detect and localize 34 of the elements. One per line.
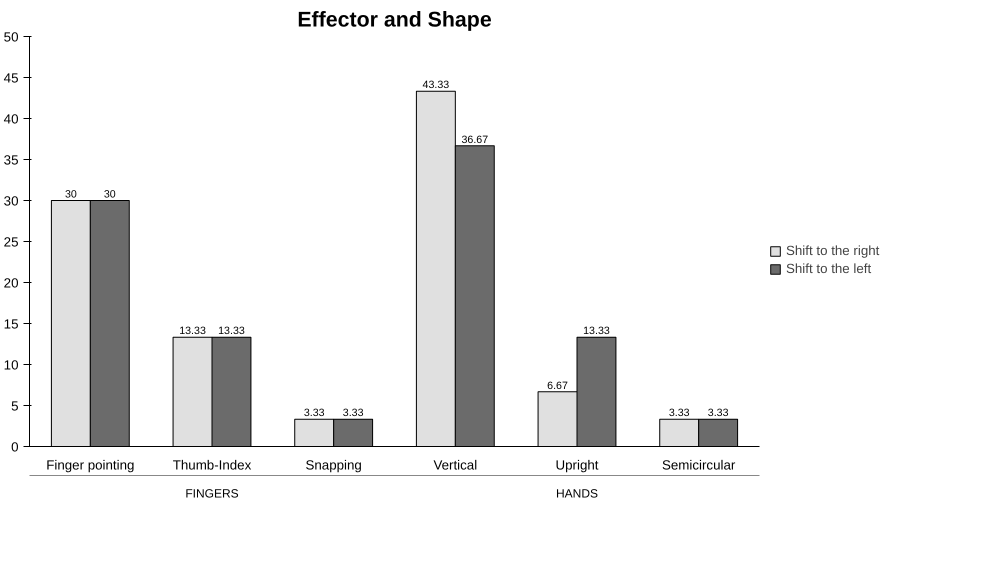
y-tick-label: 35	[4, 152, 19, 168]
x-tick-label: Snapping	[306, 458, 362, 472]
y-tick-label: 25	[4, 234, 19, 250]
data-label: 13.33	[583, 325, 610, 338]
data-label: 13.33	[218, 325, 245, 338]
x-tick-label: Upright	[556, 458, 599, 472]
chart-title: Effector and Shape	[297, 8, 492, 32]
data-label: 6.67	[547, 380, 568, 392]
x-tick-label: Thumb-Index	[172, 458, 252, 472]
legend-label: Shift to the right	[786, 243, 880, 258]
text: FINGERS	[185, 486, 239, 500]
data-label: 3.33	[304, 407, 325, 420]
data-label: 3.33	[708, 407, 729, 420]
data-label: 36.67	[461, 134, 488, 146]
y-tick-label: 10	[4, 358, 19, 372]
text: HANDS	[556, 486, 598, 500]
y-tick-label: 50	[4, 30, 19, 44]
data-label: 3.33	[668, 407, 690, 420]
y-tick-label: 45	[4, 70, 19, 86]
data-label: 30	[64, 188, 77, 200]
data-label: 43.33	[422, 79, 450, 92]
x-tick-label: Vertical	[433, 458, 478, 472]
y-tick-label: 30	[4, 194, 19, 208]
y-tick-label: 20	[4, 276, 19, 290]
y-tick-label: 5	[11, 398, 19, 414]
x-tick-label: Semicircular	[662, 458, 736, 472]
y-tick-label: 40	[4, 112, 19, 126]
data-label: 30	[104, 188, 116, 200]
y-tick-label: 0	[11, 440, 19, 454]
legend-label: Shift to the left	[786, 261, 872, 276]
y-tick-label: 15	[4, 316, 19, 332]
data-label: 13.33	[179, 325, 206, 338]
x-tick-label: Finger pointing	[46, 458, 134, 472]
data-label: 3.33	[342, 407, 364, 420]
